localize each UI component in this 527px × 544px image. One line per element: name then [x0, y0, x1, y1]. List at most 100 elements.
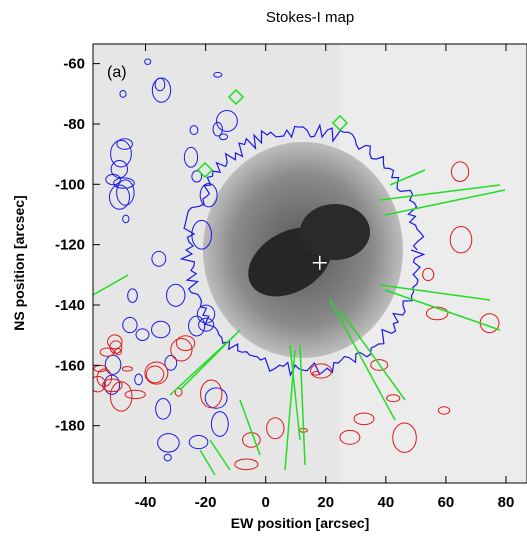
red-contour	[450, 161, 470, 182]
red-contour	[311, 371, 321, 376]
x-tick-label: -40	[135, 494, 157, 511]
blue-contour	[212, 121, 223, 137]
green-diamond	[227, 88, 245, 106]
field-vector	[379, 184, 501, 201]
x-tick-label: 60	[438, 494, 455, 511]
red-contour	[449, 226, 473, 254]
blue-contour	[196, 304, 216, 324]
blue-contour	[135, 328, 150, 341]
field-vector	[389, 169, 426, 186]
blue-contour	[134, 373, 143, 386]
red-contour	[99, 347, 115, 357]
blue-contour	[204, 387, 228, 409]
field-vector	[289, 344, 301, 441]
blue-contour	[116, 138, 133, 150]
blue-contour	[164, 354, 178, 371]
x-tick-label: -20	[195, 494, 217, 511]
blue-contour	[213, 71, 223, 78]
blue-contour	[144, 58, 152, 65]
red-contour	[124, 389, 146, 400]
red-contour	[174, 387, 183, 397]
red-contour	[121, 366, 133, 372]
blue-contour	[199, 183, 218, 208]
blue-contour	[166, 283, 186, 307]
plot-frame	[92, 43, 527, 484]
blue-contour	[155, 398, 172, 420]
blue-contour	[154, 77, 166, 92]
y-tick-label: -160	[55, 357, 85, 374]
red-contour	[175, 335, 196, 352]
blue-contour	[103, 374, 121, 395]
blue-contour	[163, 453, 172, 462]
red-contour	[370, 359, 389, 371]
blue-contour	[188, 435, 209, 450]
blue-contour	[189, 125, 199, 136]
red-contour	[353, 412, 375, 426]
red-contour	[93, 364, 108, 373]
blue-contour	[110, 159, 129, 179]
field-vector	[379, 284, 491, 301]
blue-contour	[218, 133, 229, 141]
red-contour	[437, 406, 451, 415]
red-contour	[144, 361, 169, 385]
blue-contour	[191, 219, 213, 250]
y-tick-label: -120	[55, 237, 85, 254]
red-contour	[93, 375, 106, 393]
field-vector	[93, 274, 129, 296]
red-contour	[266, 417, 285, 440]
y-axis-label: NS position [arcsec]	[11, 195, 27, 330]
field-vector	[384, 289, 501, 331]
x-tick-label: 0	[262, 494, 270, 511]
y-tick-label: -100	[55, 176, 85, 193]
blue-contour	[191, 170, 203, 183]
blue-contour	[210, 411, 229, 437]
green-diamond	[331, 114, 349, 132]
blue-contour	[104, 354, 122, 375]
field-vector	[199, 449, 216, 476]
red-contour	[339, 429, 361, 445]
y-tick-label: -140	[55, 297, 85, 314]
red-contour	[234, 458, 259, 471]
x-tick-label: 40	[377, 494, 394, 511]
field-vector	[169, 334, 236, 396]
red-contour	[425, 306, 449, 321]
red-contour	[109, 340, 123, 354]
red-contour	[392, 422, 417, 453]
blue-contour	[151, 250, 167, 267]
field-vector	[329, 299, 396, 421]
red-contour	[422, 267, 435, 282]
field-vector	[299, 344, 306, 466]
blue-contour	[216, 109, 238, 132]
panel-label: (a)	[107, 64, 127, 81]
contours	[93, 58, 506, 476]
blue-contour	[127, 288, 138, 303]
field-vector	[384, 189, 506, 216]
field-vector	[239, 399, 261, 456]
blue-contour	[108, 184, 131, 210]
red-contour	[145, 365, 165, 384]
blue-contour	[198, 317, 215, 332]
chart-title: Stokes-I map	[266, 9, 354, 26]
x-tick-label: 20	[317, 494, 334, 511]
red-contour	[114, 348, 122, 356]
x-axis-label: EW position [arcsec]	[231, 515, 369, 531]
red-contour	[386, 394, 401, 403]
red-contour	[200, 379, 223, 409]
red-contour	[170, 338, 193, 362]
field-vector	[339, 309, 406, 401]
x-tick-label: 80	[498, 494, 515, 511]
umbra	[300, 204, 370, 260]
green-diamond	[196, 161, 214, 179]
blue-contour	[110, 139, 132, 168]
red-contour	[107, 334, 123, 350]
blue-contour	[119, 90, 127, 98]
blue-contour	[183, 146, 199, 168]
blue-contour	[113, 177, 135, 189]
field-vector	[209, 439, 231, 471]
y-tick-label: -60	[63, 56, 85, 73]
red-contour	[96, 368, 113, 387]
red-contour	[310, 363, 333, 379]
red-contour	[101, 378, 123, 393]
blue-contour	[116, 179, 135, 206]
